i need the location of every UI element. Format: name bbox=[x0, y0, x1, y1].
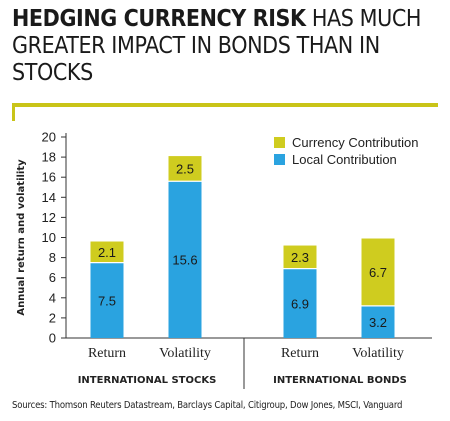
bar-label-currency: 2.1 bbox=[98, 245, 116, 260]
bar-currency-3 bbox=[283, 245, 317, 269]
bar-local-1 bbox=[90, 262, 124, 338]
source-note: Sources: Thomson Reuters Datastream, Bar… bbox=[12, 400, 403, 411]
bar-label-local: 15.6 bbox=[172, 253, 197, 268]
y-tick-label: 12 bbox=[42, 210, 56, 225]
y-tick-label: 4 bbox=[49, 290, 56, 305]
bar-label-local: 6.9 bbox=[291, 296, 309, 311]
x-category-label: Volatility bbox=[352, 346, 404, 361]
legend-swatch bbox=[274, 137, 285, 148]
bar-local-3 bbox=[283, 268, 317, 338]
y-tick-label: 20 bbox=[42, 130, 56, 145]
x-category-label: Return bbox=[281, 346, 319, 361]
title-rule bbox=[12, 103, 438, 107]
chart-title: HEDGING CURRENCY RISK HAS MUCH GREATER I… bbox=[12, 6, 442, 87]
bar-label-currency: 2.3 bbox=[291, 250, 309, 265]
x-category-label: Return bbox=[88, 346, 126, 361]
x-category-label: Volatility bbox=[159, 346, 211, 361]
bar-currency-4 bbox=[361, 238, 395, 306]
legend-swatch bbox=[274, 154, 285, 165]
y-tick-label: 14 bbox=[42, 190, 56, 205]
bar-local-4 bbox=[361, 305, 395, 338]
bar-label-currency: 6.7 bbox=[369, 265, 387, 280]
y-tick-label: 2 bbox=[49, 310, 56, 325]
group-label: INTERNATIONAL STOCKS bbox=[78, 375, 217, 386]
bar-label-currency: 2.5 bbox=[176, 162, 194, 177]
y-tick-label: 6 bbox=[49, 270, 56, 285]
group-label: INTERNATIONAL BONDS bbox=[273, 375, 407, 386]
y-tick-label: 8 bbox=[49, 250, 56, 265]
bar-label-local: 7.5 bbox=[98, 293, 116, 308]
legend-label: Currency Contribution bbox=[292, 135, 418, 150]
bar-label-local: 3.2 bbox=[369, 315, 387, 330]
y-tick-label: 16 bbox=[42, 170, 56, 185]
bar-currency-1 bbox=[90, 241, 124, 263]
bar-local-2 bbox=[168, 181, 202, 338]
bar-currency-2 bbox=[168, 156, 202, 182]
y-tick-label: 18 bbox=[42, 150, 56, 165]
y-tick-label: 0 bbox=[49, 331, 56, 346]
title-rule-tick bbox=[12, 103, 15, 121]
legend-label: Local Contribution bbox=[292, 152, 397, 167]
title-rest: HAS MUCH GREATER IMPACT IN BONDS THAN IN… bbox=[12, 6, 422, 86]
title-bold: HEDGING CURRENCY RISK bbox=[12, 6, 306, 32]
y-axis-title: Annual return and volatility bbox=[16, 159, 27, 316]
y-tick-label: 10 bbox=[42, 230, 56, 245]
